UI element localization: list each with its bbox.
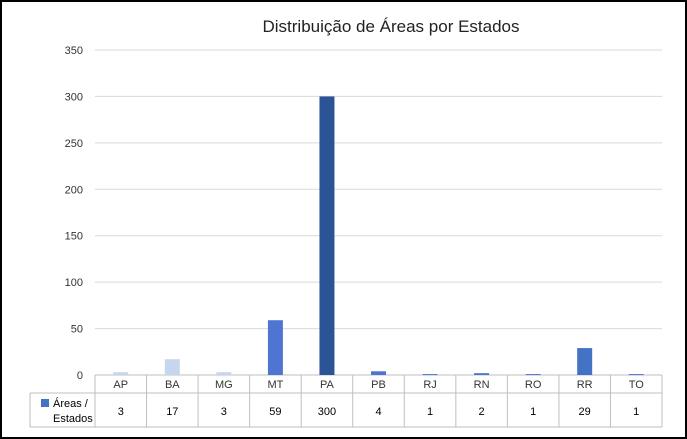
data-table-value: 29: [579, 406, 591, 418]
data-table-value: 1: [427, 406, 433, 418]
data-table-value: 3: [118, 406, 124, 418]
y-tick-label: 0: [77, 370, 83, 382]
x-tick-label: RO: [525, 379, 542, 391]
data-table-value: 300: [318, 406, 336, 418]
bar-ba: [164, 359, 180, 375]
x-tick-label: PB: [371, 379, 386, 391]
bar-rj: [422, 374, 438, 376]
y-tick-label: 200: [65, 184, 83, 196]
data-table-value: 3: [221, 406, 227, 418]
x-tick-label: MT: [267, 379, 283, 391]
bar-mg: [216, 372, 232, 375]
y-axis: 0 50 100 150 200 250 300 350: [65, 45, 83, 382]
y-tick-label: 50: [71, 324, 83, 336]
legend-series-name: Áreas / Estados: [53, 397, 93, 425]
bar-rn: [474, 373, 490, 375]
x-tick-label: RN: [474, 379, 490, 391]
bar-pa: [319, 96, 335, 375]
data-table-value: 2: [479, 406, 485, 418]
x-tick-label: AP: [113, 379, 128, 391]
x-tick-label: PA: [320, 379, 335, 391]
x-tick-label: MG: [215, 379, 233, 391]
bar-rr: [577, 348, 593, 375]
bar-ro: [525, 374, 541, 376]
data-table-value: 1: [530, 406, 536, 418]
y-tick-label: 150: [65, 231, 83, 243]
data-table-value: 17: [166, 406, 178, 418]
legend-swatch: [41, 399, 49, 407]
bar-pb: [371, 371, 386, 375]
x-tick-label: BA: [165, 379, 180, 391]
data-table-value: 59: [269, 406, 281, 418]
data-table: 3 17 3 59 300 4 1 2 1 29 1 Áreas / Estados: [29, 375, 663, 428]
x-tick-label: TO: [629, 379, 645, 391]
chart-title: Distribuição de Áreas por Estados: [262, 17, 519, 36]
y-tick-label: 350: [65, 45, 83, 57]
x-axis: AP BA MG MT PA PB RJ RN RO RR TO: [113, 379, 644, 391]
x-tick-label: RR: [577, 379, 593, 391]
y-tick-label: 250: [65, 138, 83, 150]
x-tick-label: RJ: [423, 379, 436, 391]
bars: [113, 96, 644, 376]
data-table-value: 4: [375, 406, 381, 418]
y-tick-label: 100: [65, 277, 83, 289]
gridlines: [95, 49, 662, 376]
bar-ap: [113, 372, 129, 375]
bar-to: [628, 374, 644, 376]
bar-mt: [267, 320, 283, 375]
data-table-value: 1: [633, 406, 639, 418]
y-tick-label: 300: [65, 91, 83, 103]
